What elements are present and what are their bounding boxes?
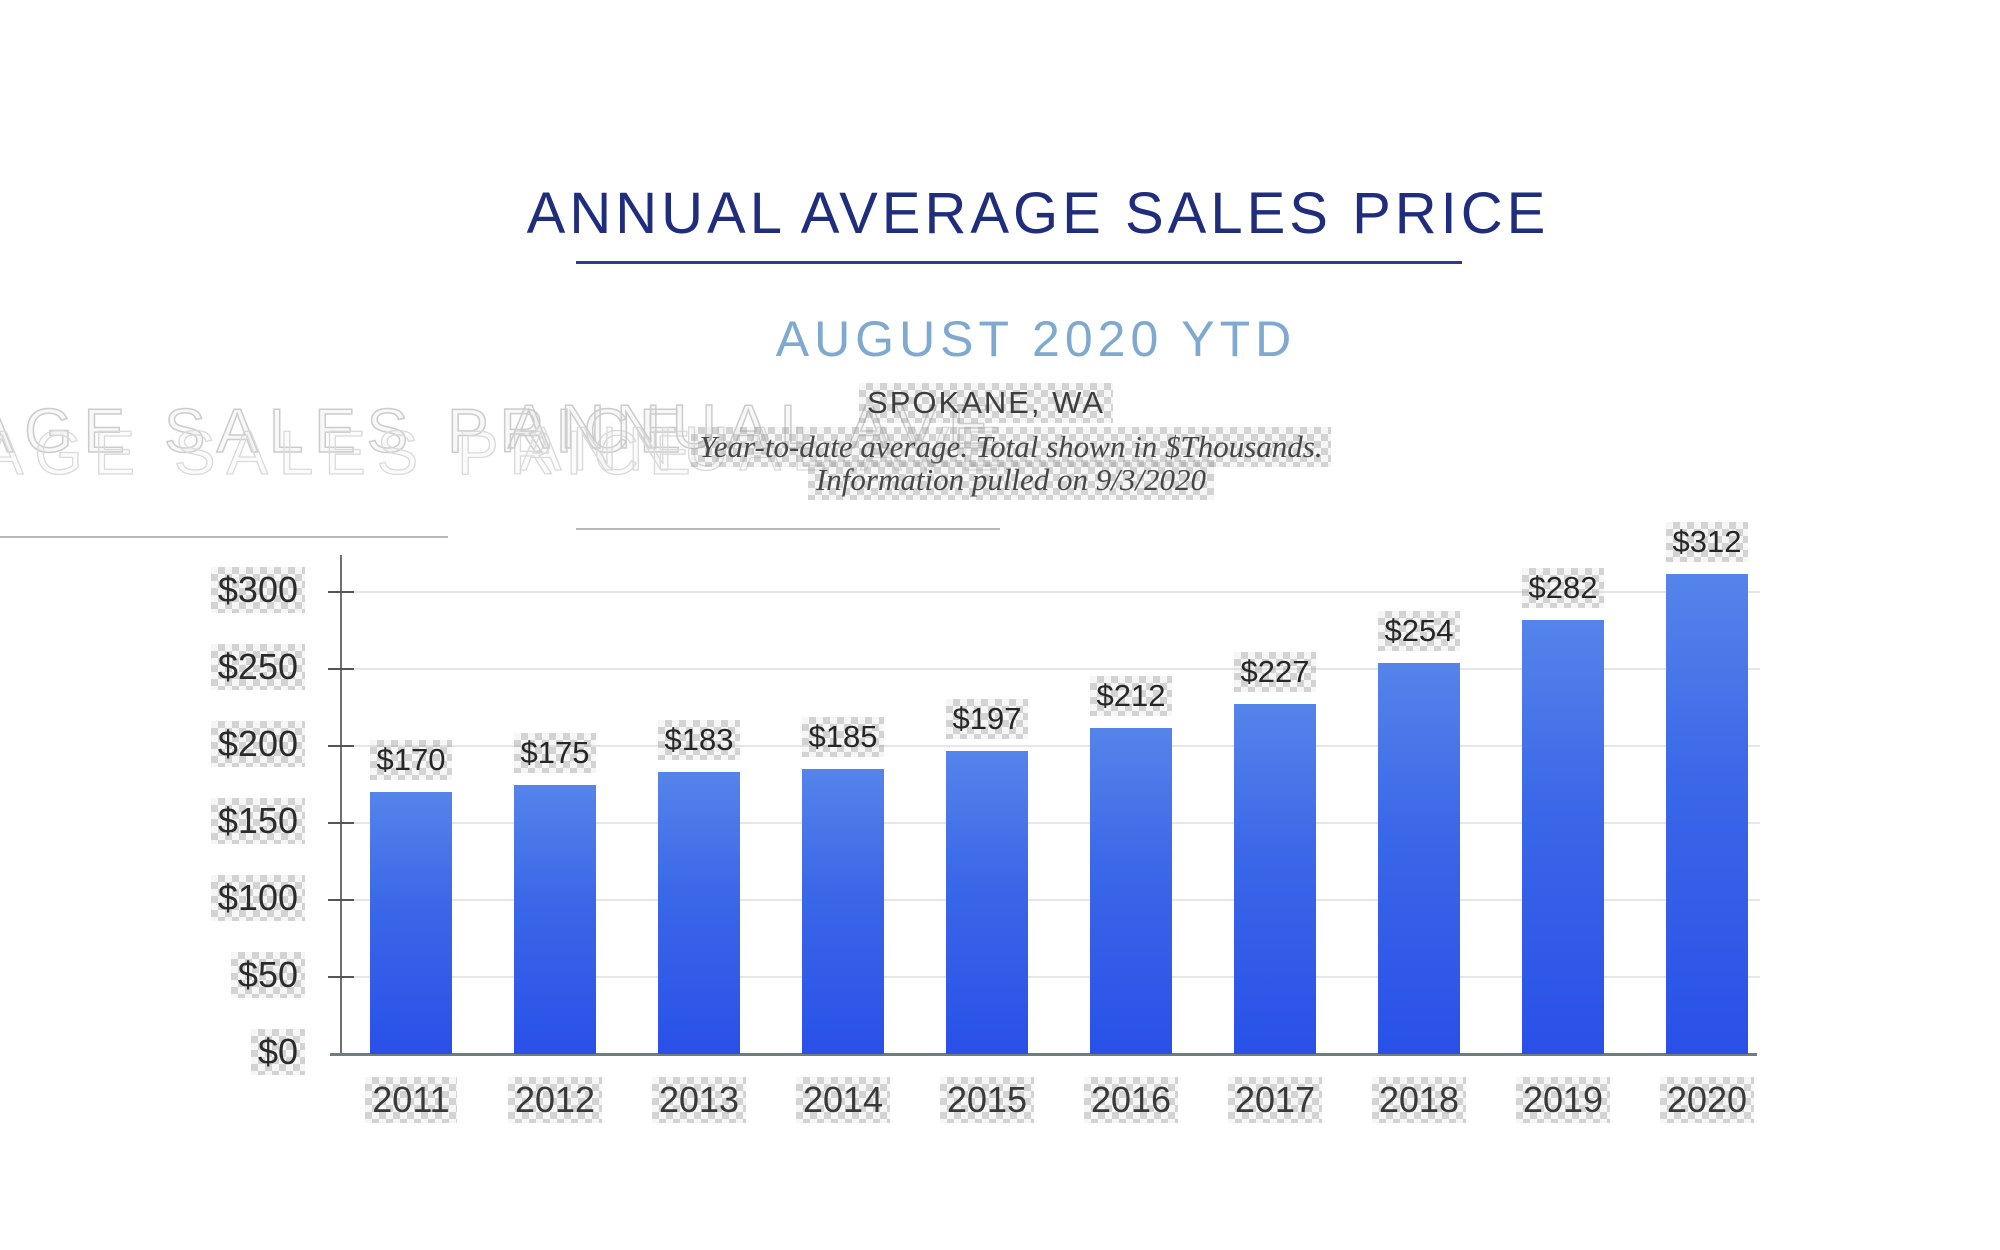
note-line-1-text: Year-to-date average. Total shown in $Th… xyxy=(691,427,1331,467)
page-title: ANNUAL AVERAGE SALES PRICE xyxy=(526,181,1550,246)
bar xyxy=(1666,573,1748,1054)
x-axis-label: 2013 xyxy=(604,1077,794,1123)
x-axis-label: 2017 xyxy=(1180,1077,1370,1123)
bar-value-label-text: $170 xyxy=(369,740,453,781)
bar-value-label: $227 xyxy=(1180,652,1370,693)
location-row: SPOKANE, WA xyxy=(0,383,1986,423)
y-axis-tick xyxy=(328,591,354,593)
bar-value-label-text: $175 xyxy=(513,732,597,773)
bar xyxy=(1234,704,1316,1054)
bar-value-label: $254 xyxy=(1324,610,1514,651)
x-axis-label-text: 2017 xyxy=(1227,1077,1323,1123)
x-axis-label: 2020 xyxy=(1612,1077,1802,1123)
y-axis-label: $300 xyxy=(145,567,305,613)
y-axis-label: $150 xyxy=(145,798,305,844)
bar-value-label-text: $312 xyxy=(1665,521,1749,562)
bar-value-label-text: $282 xyxy=(1521,567,1605,608)
page-subtitle: AUGUST 2020 YTD xyxy=(775,311,1297,367)
y-axis-label-text: $150 xyxy=(210,798,305,844)
x-axis-label-text: 2014 xyxy=(795,1077,891,1123)
note-line-2: Information pulled on 9/3/2020 xyxy=(11,460,2000,500)
bar xyxy=(658,772,740,1054)
title-underline xyxy=(576,261,1462,264)
x-axis-label-text: 2011 xyxy=(365,1077,457,1123)
ghost-title-fragment-right-echo: ANNUAL AVE xyxy=(519,414,1002,484)
gridline xyxy=(341,745,1760,747)
bar-value-label-text: $183 xyxy=(657,720,741,761)
bar xyxy=(514,784,596,1054)
gridline xyxy=(341,591,1760,593)
ghost-title-fragment-left-echo: AGE SALES PRICE xyxy=(0,418,702,488)
x-axis-label-text: 2016 xyxy=(1083,1077,1179,1123)
bar xyxy=(1378,662,1460,1054)
y-axis-line xyxy=(340,555,342,1054)
bar xyxy=(946,750,1028,1054)
bar-value-label: $183 xyxy=(604,720,794,761)
x-axis-label-text: 2018 xyxy=(1371,1077,1467,1123)
x-axis-label: 2019 xyxy=(1468,1077,1658,1123)
bar-value-label-text: $254 xyxy=(1377,610,1461,651)
bar-value-label-text: $185 xyxy=(801,717,885,758)
x-axis-label: 2016 xyxy=(1036,1077,1226,1123)
gridline xyxy=(341,899,1760,901)
bar-value-label: $185 xyxy=(748,717,938,758)
y-axis-label-text: $300 xyxy=(210,567,305,613)
x-axis-label: 2012 xyxy=(460,1077,650,1123)
bar-value-label-text: $227 xyxy=(1233,652,1317,693)
bar xyxy=(370,792,452,1054)
y-axis-tick xyxy=(328,899,354,901)
y-axis-tick xyxy=(328,822,354,824)
y-axis-tick xyxy=(328,976,354,978)
bar-value-label: $212 xyxy=(1036,675,1226,716)
x-axis-label: 2011 xyxy=(316,1077,506,1123)
bar-value-label-text: $197 xyxy=(945,698,1029,739)
bar-value-label: $282 xyxy=(1468,567,1658,608)
y-axis-label-text: $50 xyxy=(230,952,305,998)
x-axis-label-text: 2020 xyxy=(1659,1077,1755,1123)
y-axis-label: $100 xyxy=(145,875,305,921)
x-axis-label-text: 2013 xyxy=(651,1077,747,1123)
note-line-2-text: Information pulled on 9/3/2020 xyxy=(807,460,1215,500)
bar-value-label: $170 xyxy=(316,740,506,781)
y-axis-tick xyxy=(328,745,354,747)
bar xyxy=(1522,619,1604,1054)
note-line-1: Year-to-date average. Total shown in $Th… xyxy=(11,427,2000,467)
x-axis-label: 2018 xyxy=(1324,1077,1514,1123)
ghost-title-fragment-right: ANNUAL AVE xyxy=(507,392,990,463)
y-axis-label-text: $250 xyxy=(210,644,305,690)
x-axis-label-text: 2012 xyxy=(507,1077,603,1123)
ghost-underline-left xyxy=(0,536,448,538)
bar xyxy=(802,769,884,1054)
x-axis-label: 2015 xyxy=(892,1077,1082,1123)
x-axis-label-text: 2015 xyxy=(939,1077,1035,1123)
ghost-title-fragment-left: AGE SALES PRICE xyxy=(0,396,692,467)
bar-value-label: $312 xyxy=(1612,521,1802,562)
gridline xyxy=(341,976,1760,978)
bar xyxy=(1090,727,1172,1054)
y-axis-label-text: $100 xyxy=(210,875,305,921)
ghost-underline-right xyxy=(576,528,1000,530)
bar-value-label: $175 xyxy=(460,732,650,773)
bar-value-label-text: $212 xyxy=(1089,675,1173,716)
y-axis-label: $250 xyxy=(145,644,305,690)
y-axis-label: $50 xyxy=(145,952,305,998)
bar-chart: $0 $50 $100 $150 $200 $250 $300 $170 2011 $175 201… xyxy=(210,521,1760,1123)
location-label: SPOKANE, WA xyxy=(859,383,1113,423)
x-axis-label-text: 2019 xyxy=(1515,1077,1611,1123)
y-axis-label-text: $200 xyxy=(210,721,305,767)
gridline xyxy=(341,668,1760,670)
x-axis-label: 2014 xyxy=(748,1077,938,1123)
y-axis-label: $200 xyxy=(145,721,305,767)
y-axis-tick xyxy=(328,668,354,670)
y-axis-label: $0 xyxy=(145,1029,305,1075)
bar-value-label: $197 xyxy=(892,698,1082,739)
x-axis-line xyxy=(330,1053,1757,1056)
gridline xyxy=(341,822,1760,824)
y-axis-label-text: $0 xyxy=(250,1029,305,1075)
